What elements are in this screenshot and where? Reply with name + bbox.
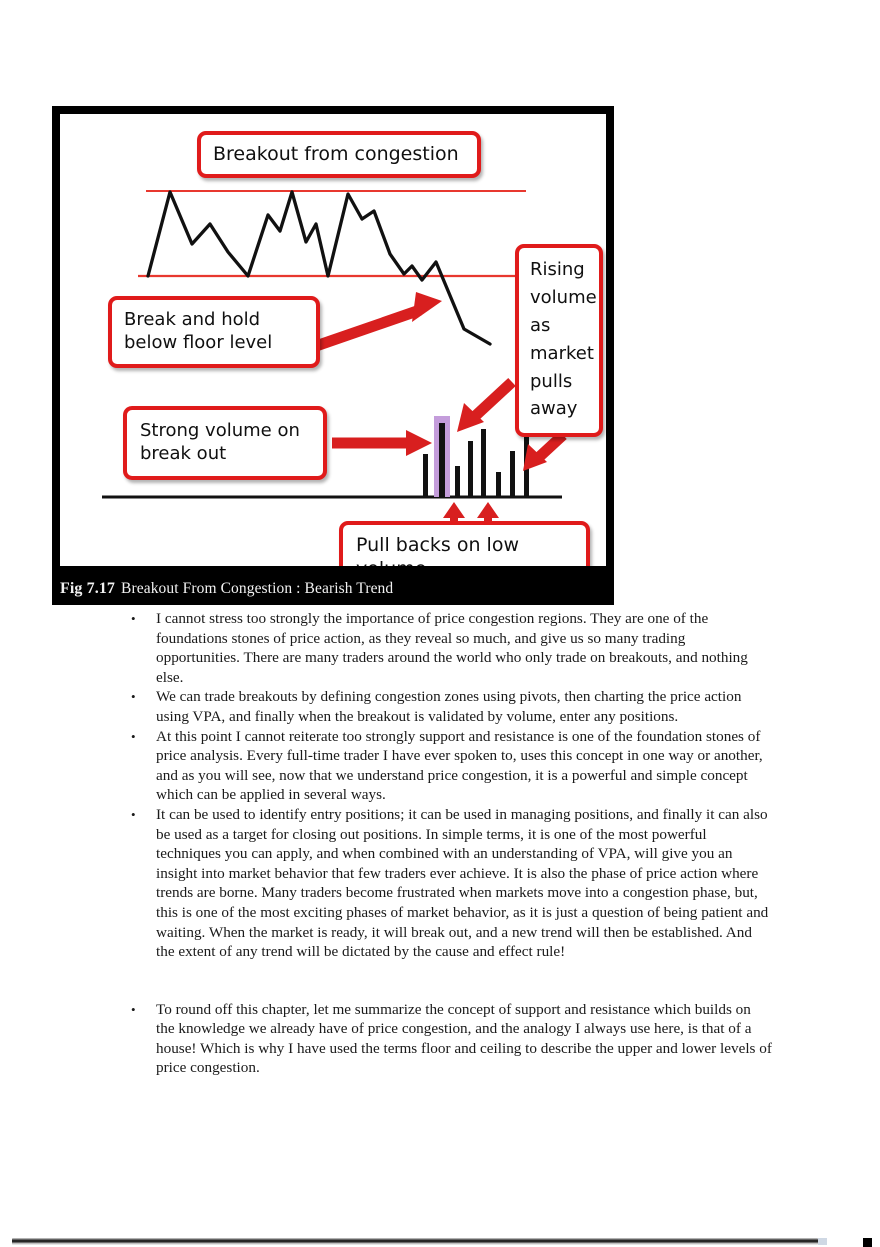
list-item-text: It can be used to identify entry positio… [156, 805, 769, 961]
callout-break-and-hold-line2: below floor level [124, 332, 273, 354]
bullet-marker: • [131, 806, 136, 822]
resize-corner-marker[interactable] [863, 1238, 872, 1247]
list-item-text: At this point I cannot reiterate too str… [156, 727, 763, 804]
figure-number: Fig 7.17 [60, 580, 116, 597]
list-item: • I cannot stress too strongly the impor… [126, 609, 772, 687]
callout-strong-volume-line1: Strong volume on [140, 420, 300, 441]
bullet-marker: • [131, 611, 136, 626]
horizontal-scrollbar[interactable] [12, 1238, 818, 1245]
bullet-marker: • [131, 689, 136, 705]
list-item: • It can be used to identify entry posit… [126, 805, 772, 962]
body-text: • I cannot stress too strongly the impor… [126, 609, 772, 1078]
volume-bar [481, 429, 486, 497]
price-line [146, 190, 492, 346]
callout-rising-volume-line6: away [530, 398, 578, 420]
bullet-marker: • [131, 1001, 136, 1017]
callout-rising-volume-line2: volume [530, 286, 597, 308]
list-item-text: To round off this chapter, let me summar… [156, 1000, 772, 1077]
callout-break-and-hold-line1: Break and hold [124, 309, 261, 330]
callout-rising-volume-line5: pulls [530, 370, 573, 392]
callout-strong-volume-line2: break out [140, 443, 227, 465]
scrollbar-end-cap[interactable] [818, 1238, 827, 1245]
figure-caption-text: Breakout From Congestion : Bearish Trend [121, 580, 394, 597]
arrow-break-and-hold [314, 292, 442, 352]
figure-caption: Fig 7.17 Breakout From Congestion : Bear… [52, 573, 614, 605]
arrow-strong-volume [332, 430, 432, 456]
figure-canvas: Breakout from congestion Break and hold … [60, 114, 606, 566]
list-item-text: We can trade breakouts by defining conge… [156, 688, 742, 725]
arrow-rising-volume-upper [457, 377, 516, 432]
price-volume-chart [102, 190, 567, 532]
volume-bar [510, 451, 515, 497]
callout-rising-volume-line1: Rising [530, 259, 585, 280]
volume-bar [455, 466, 460, 497]
callout-rising-volume: Rising volume as market pulls away [515, 244, 603, 438]
list-item-text: I cannot stress too strongly the importa… [156, 610, 748, 686]
list-item: • At this point I cannot reiterate too s… [126, 727, 772, 805]
list-item: • To round off this chapter, let me summ… [126, 1000, 772, 1078]
volume-bars [423, 416, 529, 497]
callout-break-and-hold: Break and hold below floor level [108, 296, 320, 369]
callout-breakout-from-congestion: Breakout from congestion [197, 131, 481, 179]
volume-bar [468, 441, 473, 497]
callout-pull-backs: Pull backs on low volume [339, 521, 590, 566]
callout-rising-volume-line4: market [530, 342, 594, 364]
callout-strong-volume: Strong volume on break out [123, 406, 327, 481]
figure-container: Breakout from congestion Break and hold … [52, 106, 614, 603]
volume-bar [496, 472, 501, 497]
callout-rising-volume-line3: as [530, 314, 551, 336]
bullet-marker: • [131, 728, 136, 744]
volume-bar [423, 454, 428, 497]
list-item: • We can trade breakouts by defining con… [126, 687, 772, 726]
arrow-rising-volume-lower [523, 430, 567, 471]
paragraph-spacer [126, 962, 772, 1000]
volume-bar [439, 423, 445, 497]
